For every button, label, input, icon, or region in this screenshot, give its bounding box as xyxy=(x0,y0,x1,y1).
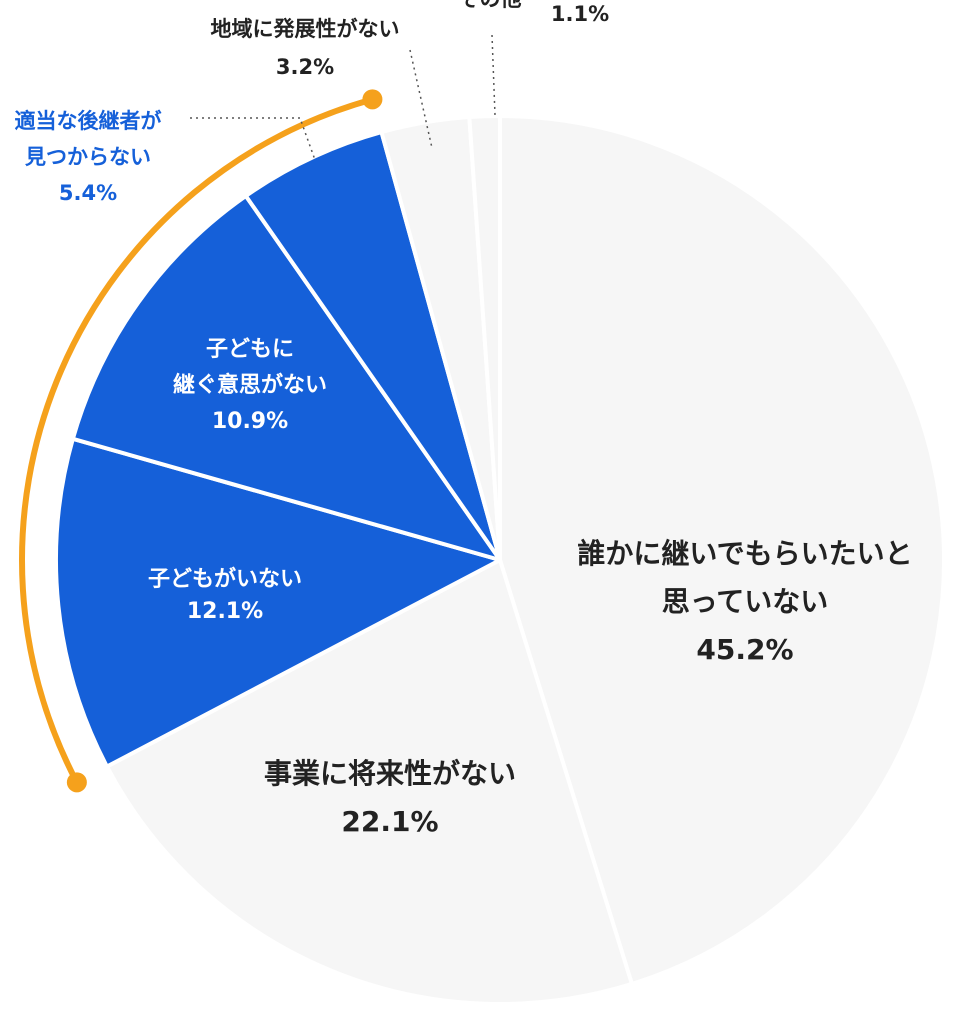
pie-slice xyxy=(70,193,502,562)
value-label: 3.2% xyxy=(276,55,334,79)
pie-slice xyxy=(104,558,634,1006)
slice-label: 適当な後継者が xyxy=(15,109,162,133)
slice-label: 地域に発展性がない xyxy=(211,17,400,41)
leader-line xyxy=(491,34,496,116)
slice-label: 事業に将来性がない xyxy=(264,757,516,790)
slice-label: 子どもに xyxy=(206,337,294,362)
value-label: 10.9% xyxy=(212,409,288,434)
value-label: 1.1% xyxy=(551,2,609,26)
pie-slice xyxy=(498,114,946,986)
highlight-dot xyxy=(66,772,87,793)
leader-line xyxy=(190,117,316,161)
value-label: 45.2% xyxy=(696,633,793,666)
slice-label: 子どもがいない xyxy=(148,566,302,592)
highlight-dot xyxy=(362,89,383,110)
slice-label: 継ぐ意思がない xyxy=(173,372,327,398)
slice-label: その他 xyxy=(459,0,522,11)
value-label: 5.4% xyxy=(59,181,117,205)
pie-slice xyxy=(467,114,502,562)
pie-slice xyxy=(54,436,502,769)
highlight-arc xyxy=(19,96,374,784)
value-label: 22.1% xyxy=(341,805,438,838)
pie-slice xyxy=(243,130,502,562)
value-label: 12.1% xyxy=(187,599,263,624)
slice-label: 誰かに継いでもらいたいと xyxy=(577,537,912,570)
slice-label: 見つからない xyxy=(25,145,151,169)
slice-label: 思っていない xyxy=(662,585,829,618)
